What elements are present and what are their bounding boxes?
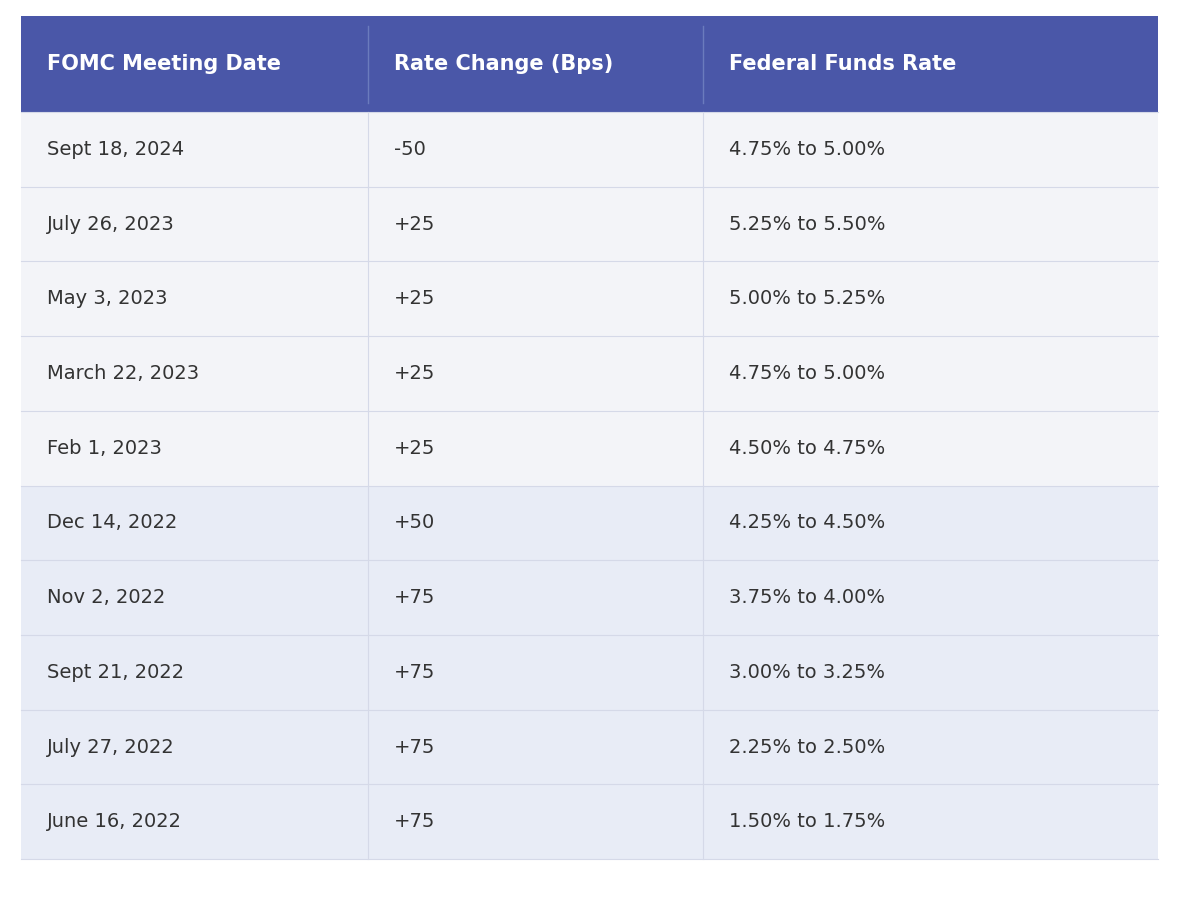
Bar [21,486,1158,560]
Bar [21,784,1158,859]
Bar [21,635,1158,710]
Text: July 27, 2022: July 27, 2022 [47,738,174,756]
Text: March 22, 2023: March 22, 2023 [47,364,199,383]
Bar [21,411,1158,486]
Text: 4.25% to 4.50%: 4.25% to 4.50% [729,514,885,532]
Text: 3.00% to 3.25%: 3.00% to 3.25% [729,663,885,681]
Text: +75: +75 [394,663,435,681]
Text: +25: +25 [394,364,435,383]
Bar [21,16,1158,112]
Bar [21,336,1158,411]
Text: Federal Funds Rate: Federal Funds Rate [729,55,956,74]
Text: Feb 1, 2023: Feb 1, 2023 [47,439,162,457]
Text: 4.50% to 4.75%: 4.50% to 4.75% [729,439,885,457]
Text: 4.75% to 5.00%: 4.75% to 5.00% [729,364,885,383]
Text: Dec 14, 2022: Dec 14, 2022 [47,514,178,532]
Bar [21,560,1158,635]
Text: 5.25% to 5.50%: 5.25% to 5.50% [729,215,885,233]
Text: -50: -50 [394,140,426,159]
Text: 3.75% to 4.00%: 3.75% to 4.00% [729,589,885,607]
Text: +50: +50 [394,514,435,532]
Text: +25: +25 [394,215,435,233]
Text: +75: +75 [394,589,435,607]
Text: +25: +25 [394,290,435,308]
Text: July 26, 2023: July 26, 2023 [47,215,174,233]
Text: Rate Change (Bps): Rate Change (Bps) [394,55,613,74]
Text: Nov 2, 2022: Nov 2, 2022 [47,589,165,607]
Text: 5.00% to 5.25%: 5.00% to 5.25% [729,290,885,308]
Text: June 16, 2022: June 16, 2022 [47,813,183,831]
Text: +25: +25 [394,439,435,457]
Text: 1.50% to 1.75%: 1.50% to 1.75% [729,813,885,831]
Text: 4.75% to 5.00%: 4.75% to 5.00% [729,140,885,159]
Bar [21,261,1158,336]
Text: +75: +75 [394,738,435,756]
Bar [21,710,1158,784]
Text: FOMC Meeting Date: FOMC Meeting Date [47,55,281,74]
Bar [21,112,1158,187]
Text: +75: +75 [394,813,435,831]
Text: Sept 18, 2024: Sept 18, 2024 [47,140,184,159]
Text: May 3, 2023: May 3, 2023 [47,290,167,308]
Text: 2.25% to 2.50%: 2.25% to 2.50% [729,738,885,756]
Bar [21,187,1158,261]
Text: Sept 21, 2022: Sept 21, 2022 [47,663,184,681]
